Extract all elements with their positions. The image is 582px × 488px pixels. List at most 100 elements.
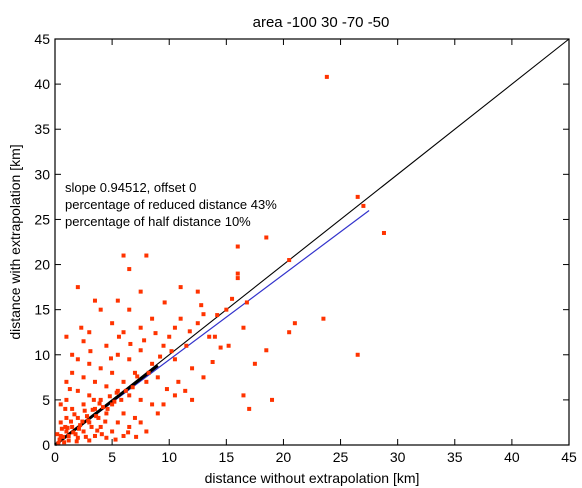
- data-point: [132, 370, 137, 375]
- data-point: [126, 430, 131, 435]
- data-point: [71, 430, 76, 435]
- y-tick-label: 5: [42, 392, 50, 408]
- chart-title: area -100 30 -70 -50: [253, 14, 390, 31]
- data-point: [172, 325, 177, 330]
- data-point: [81, 339, 86, 344]
- data-point: [138, 289, 143, 294]
- data-point: [70, 424, 75, 429]
- data-point: [60, 434, 65, 439]
- data-point: [199, 303, 204, 308]
- x-tick-label: 5: [108, 449, 116, 465]
- data-point: [104, 435, 109, 440]
- data-point: [224, 307, 229, 312]
- data-point: [235, 271, 240, 276]
- data-point: [144, 253, 149, 258]
- data-point: [138, 397, 143, 402]
- data-point: [138, 325, 143, 330]
- data-point: [381, 230, 386, 235]
- data-point: [241, 325, 246, 330]
- data-point: [138, 420, 143, 425]
- data-point: [73, 432, 78, 437]
- data-point: [104, 411, 109, 416]
- data-point: [70, 352, 75, 357]
- data-point: [161, 343, 166, 348]
- data-point: [247, 406, 252, 411]
- data-point: [75, 415, 80, 420]
- data-point: [292, 321, 297, 326]
- x-tick-label: 20: [276, 449, 292, 465]
- data-point: [110, 402, 115, 407]
- y-axis-label: distance with extrapolation [km]: [7, 144, 23, 339]
- y-tick-label: 15: [34, 302, 50, 318]
- data-point: [95, 428, 100, 433]
- data-point: [104, 343, 109, 348]
- data-point: [81, 402, 86, 407]
- data-point: [87, 330, 92, 335]
- data-point: [110, 370, 115, 375]
- data-point: [226, 343, 231, 348]
- y-tick-label: 35: [34, 121, 50, 137]
- data-point: [235, 276, 240, 281]
- annotation-reduced-distance: percentage of reduced distance 43%: [65, 197, 277, 212]
- data-point: [80, 419, 85, 424]
- data-point: [190, 397, 195, 402]
- data-point: [210, 359, 215, 364]
- data-point: [66, 438, 71, 443]
- data-point: [178, 316, 183, 321]
- data-point: [287, 258, 292, 263]
- data-point: [62, 440, 67, 445]
- data-point: [207, 334, 212, 339]
- data-point: [195, 289, 200, 294]
- data-point: [128, 341, 133, 346]
- data-point: [75, 388, 80, 393]
- data-point: [150, 402, 155, 407]
- axis-ticks: 0 5 10 15 20 25 30 35 40 45 0 5 10 15 20 25 30 35 40 45: [34, 31, 577, 465]
- data-point: [108, 356, 113, 361]
- data-point: [361, 203, 366, 208]
- data-point: [355, 194, 360, 199]
- data-point: [98, 397, 103, 402]
- x-tick-label: 0: [51, 449, 59, 465]
- data-point: [74, 439, 79, 444]
- data-point: [162, 300, 167, 305]
- data-point: [176, 379, 181, 384]
- data-point: [68, 419, 73, 424]
- data-point: [321, 316, 326, 321]
- data-point: [169, 349, 174, 354]
- y-tick-label: 0: [42, 437, 50, 453]
- data-point: [127, 424, 132, 429]
- data-point: [183, 388, 188, 393]
- data-point: [65, 425, 70, 430]
- data-point: [161, 402, 166, 407]
- data-point: [119, 397, 124, 402]
- data-point: [97, 401, 102, 406]
- y-tick-label: 45: [34, 31, 50, 47]
- data-point: [84, 414, 89, 419]
- data-point: [63, 424, 68, 429]
- data-point: [164, 387, 169, 392]
- data-point: [270, 397, 275, 402]
- data-point: [287, 330, 292, 335]
- data-point: [235, 244, 240, 249]
- data-point: [87, 393, 92, 398]
- data-point: [115, 298, 120, 303]
- data-point: [90, 407, 95, 412]
- data-point: [92, 406, 97, 411]
- data-point: [75, 357, 80, 362]
- data-point: [172, 393, 177, 398]
- data-point: [81, 375, 86, 380]
- data-point: [134, 434, 139, 439]
- data-point: [153, 331, 158, 336]
- data-point: [64, 334, 69, 339]
- data-point: [230, 296, 235, 301]
- data-point: [244, 300, 249, 305]
- data-point: [96, 415, 101, 420]
- data-point: [252, 361, 257, 366]
- y-tick-label: 30: [34, 166, 50, 182]
- data-point: [355, 352, 360, 357]
- data-point: [110, 429, 115, 434]
- data-point: [59, 426, 64, 431]
- data-point: [72, 412, 77, 417]
- data-point: [98, 424, 103, 429]
